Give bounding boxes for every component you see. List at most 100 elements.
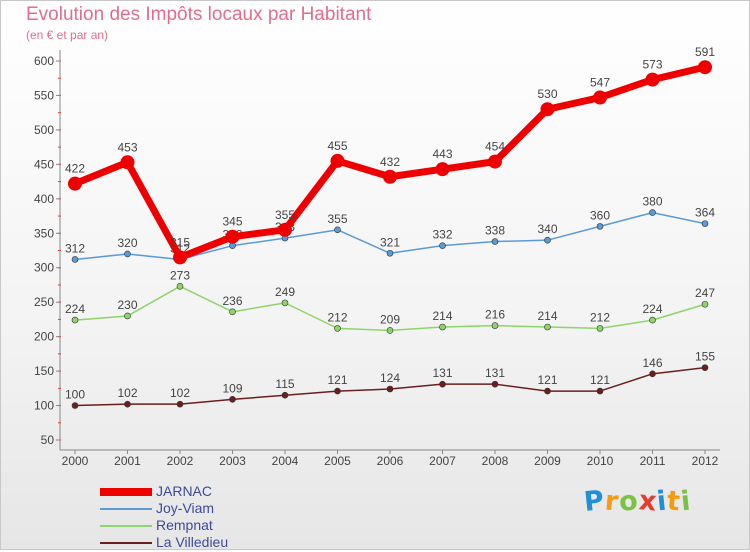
- data-point: [68, 176, 82, 191]
- data-label: 131: [485, 366, 505, 380]
- data-label: 224: [642, 302, 662, 316]
- data-point: [334, 325, 341, 332]
- data-point: [176, 400, 184, 408]
- x-tick-label: 2010: [587, 454, 614, 468]
- y-tick-label: 450: [34, 157, 54, 171]
- data-label: 214: [432, 309, 452, 323]
- data-point: [439, 380, 446, 388]
- chart-subtitle: (en € et par an): [26, 28, 109, 42]
- x-tick-label: 2003: [219, 454, 246, 468]
- x-tick-label: 2005: [324, 454, 351, 468]
- data-point: [596, 223, 604, 230]
- data-label: 338: [485, 224, 505, 238]
- data-point: [544, 236, 551, 244]
- y-tick-label: 500: [34, 123, 54, 137]
- logo-letter: o: [617, 485, 641, 518]
- data-label: 224: [65, 302, 85, 316]
- data-point: [649, 209, 656, 216]
- data-label: 380: [642, 195, 662, 209]
- data-point: [124, 400, 131, 408]
- series-jarnac: 422 453 315 345 355 455 432 443 454 530 547 573 591: [65, 45, 715, 265]
- legend-item: Joy-Viam: [100, 501, 360, 518]
- legend-swatch: [100, 508, 152, 510]
- logo-letter: P: [582, 484, 607, 519]
- data-label: 212: [327, 310, 347, 324]
- data-point: [439, 323, 446, 331]
- data-point: [649, 370, 656, 378]
- x-tick-label: 2007: [429, 454, 456, 468]
- data-label: 100: [65, 388, 85, 402]
- series-rempnat: 224 230 273 236 249 212 209 214 216 214 212 224 247: [65, 268, 715, 334]
- y-tick-label: 200: [34, 330, 54, 344]
- data-label: 121: [590, 373, 610, 387]
- data-label: 321: [380, 235, 400, 249]
- data-label: 454: [485, 140, 505, 154]
- series-la-villedieu: 100 102 102 109 115 121 124 131 131 121 121 146 155: [65, 350, 715, 409]
- y-tick-label: 600: [34, 54, 54, 68]
- data-label: 573: [642, 58, 662, 72]
- legend-label: JARNAC: [156, 483, 213, 499]
- data-label: 455: [327, 139, 347, 153]
- data-label: 355: [275, 208, 295, 222]
- chart-title: Evolution des Impôts locaux par Habitant: [26, 4, 372, 25]
- y-tick-label: 250: [34, 295, 54, 309]
- logo-letter: i: [679, 485, 694, 518]
- data-point: [491, 380, 499, 388]
- data-point: [334, 226, 341, 234]
- data-point: [71, 402, 79, 409]
- data-point: [176, 283, 184, 290]
- data-point: [124, 312, 131, 320]
- data-label: 212: [590, 310, 610, 324]
- data-point: [71, 256, 79, 263]
- data-point: [439, 242, 446, 249]
- x-tick-label: 2011: [640, 454, 666, 468]
- x-tick-label: 2009: [534, 454, 561, 468]
- legend-swatch: [100, 488, 152, 496]
- x-tick-label: 2001: [114, 454, 141, 468]
- data-label: 236: [222, 294, 242, 308]
- data-label: 121: [327, 373, 347, 387]
- legend-swatch: [100, 542, 152, 544]
- data-label: 340: [537, 222, 557, 236]
- data-label: 360: [590, 208, 610, 222]
- data-point: [124, 250, 131, 258]
- data-label: 432: [380, 155, 400, 169]
- data-label: 247: [695, 286, 715, 300]
- data-label: 312: [65, 241, 85, 255]
- data-point: [229, 308, 236, 316]
- data-point: [701, 220, 709, 227]
- data-label: 315: [170, 235, 190, 249]
- data-point: [278, 222, 292, 237]
- x-tick-label: 2006: [377, 454, 404, 468]
- y-tick-label: 400: [34, 192, 54, 206]
- data-label: 320: [117, 236, 137, 250]
- data-label: 102: [170, 386, 190, 400]
- y-tick-label: 350: [34, 226, 54, 240]
- data-point: [383, 169, 397, 184]
- data-point: [386, 385, 394, 393]
- chart-legend: JARNAC Joy-Viam Rempnat La Villedieu: [100, 484, 360, 552]
- data-point: [645, 72, 660, 87]
- data-point: [491, 238, 499, 245]
- x-tick-label: 2012: [692, 454, 719, 468]
- data-label: 115: [275, 377, 294, 391]
- data-point: [596, 325, 604, 332]
- data-label: 273: [170, 268, 190, 282]
- data-point: [649, 316, 656, 324]
- data-point: [281, 391, 289, 399]
- legend-item: La Villedieu: [100, 535, 360, 552]
- data-label: 355: [327, 212, 347, 226]
- proxiti-logo: Proxiti: [582, 484, 694, 519]
- y-tick-label: 550: [34, 88, 54, 102]
- data-point: [544, 387, 551, 395]
- data-point: [225, 229, 240, 244]
- legend-item: Rempnat: [100, 518, 360, 535]
- data-label: 453: [117, 140, 137, 154]
- y-tick-label: 150: [34, 364, 54, 378]
- data-point: [544, 323, 551, 331]
- data-label: 155: [695, 350, 715, 364]
- legend-label: Rempnat: [156, 517, 213, 533]
- data-label: 591: [695, 45, 715, 59]
- data-point: [386, 327, 394, 334]
